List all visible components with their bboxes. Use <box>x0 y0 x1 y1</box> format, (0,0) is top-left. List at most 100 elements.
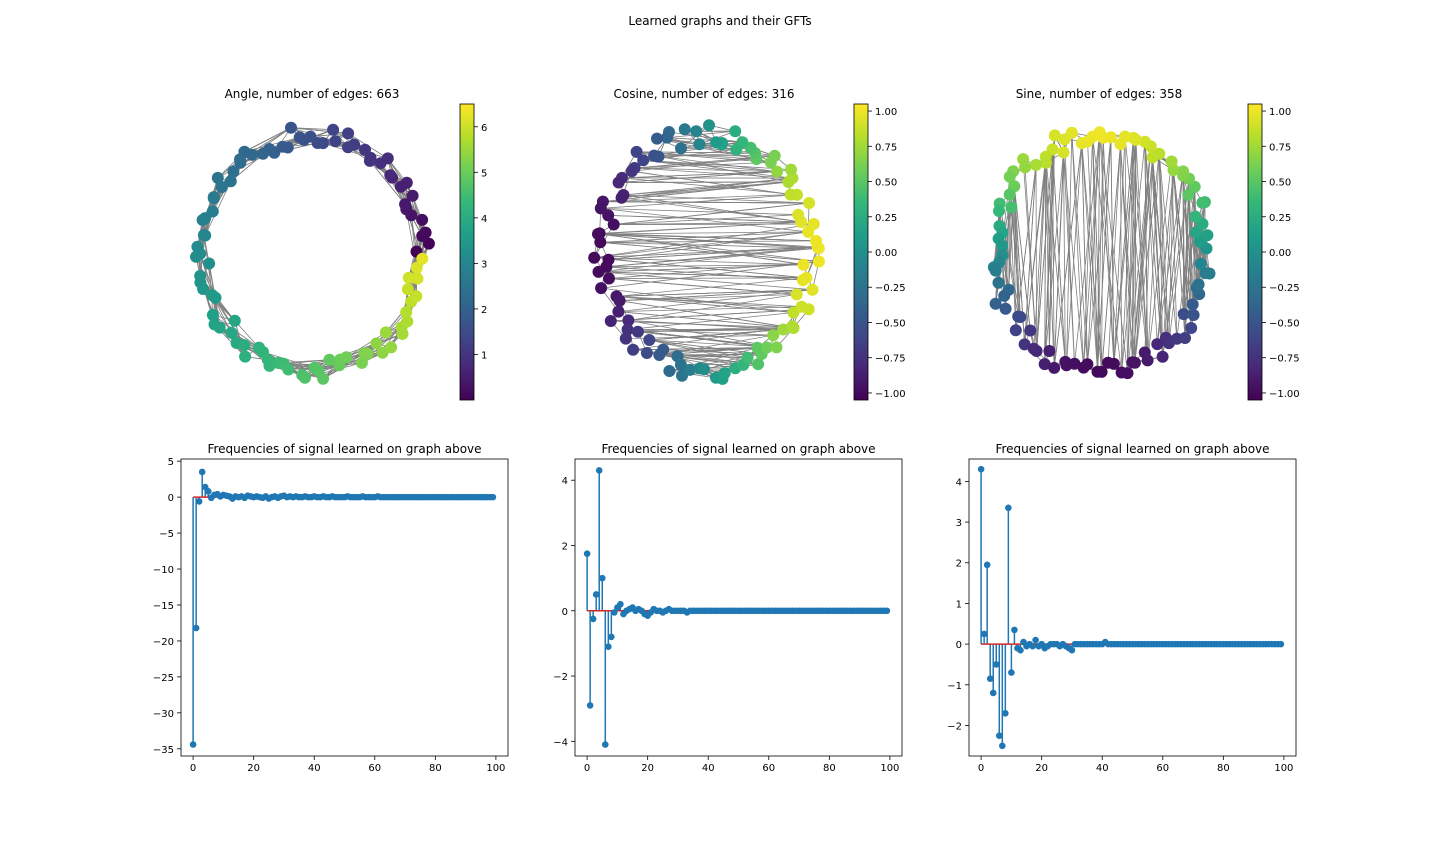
graph-node <box>1048 129 1061 142</box>
graph-node <box>683 363 696 376</box>
graph-edge <box>598 271 813 291</box>
y-tick-label: 3 <box>956 518 962 529</box>
graph-node <box>807 218 820 230</box>
graph-node <box>612 176 625 189</box>
graph-node <box>209 291 222 304</box>
graph-edge <box>613 202 810 225</box>
graph-node <box>603 272 615 285</box>
graph-node <box>282 363 295 376</box>
graph-node <box>657 343 670 356</box>
stem-marker <box>192 624 200 632</box>
graph-node <box>234 156 247 169</box>
graph-node <box>416 252 429 265</box>
graph-node <box>770 341 783 354</box>
graph-node <box>213 321 226 334</box>
graph-edge <box>602 181 789 202</box>
graph-node <box>640 347 653 359</box>
graph-edge <box>234 320 260 348</box>
graph-edge <box>1132 146 1152 363</box>
colorbar-tick-label: 0.00 <box>875 248 897 259</box>
graph-node <box>784 188 797 201</box>
graph-node <box>276 140 289 153</box>
graph-edge <box>597 233 819 249</box>
graph-node <box>1057 146 1070 159</box>
graph-node <box>1138 135 1151 148</box>
colorbar-tick-label: 1.00 <box>875 107 897 118</box>
stem-marker <box>989 689 997 697</box>
x-tick-label: 0 <box>584 763 590 774</box>
graph-nodes <box>190 121 435 385</box>
graph-edge <box>1171 161 1192 329</box>
graph-edge <box>1045 162 1055 368</box>
graph-node <box>410 261 423 274</box>
graph-edge <box>621 177 798 196</box>
y-tick-label: 2 <box>956 559 962 570</box>
graph-edge <box>1158 153 1178 339</box>
graph-edge <box>1101 144 1121 372</box>
graph-node <box>203 257 216 270</box>
graph-node <box>238 339 251 352</box>
graph-node <box>792 208 805 221</box>
graph-edge <box>1162 169 1174 357</box>
graph-node <box>631 325 644 338</box>
graph-edge <box>1120 144 1133 363</box>
colorbar-gradient <box>853 103 869 401</box>
graph-node <box>1095 365 1108 378</box>
graph-edge <box>1158 153 1170 344</box>
graph-node <box>1009 324 1022 337</box>
graph-edge <box>616 289 813 297</box>
graph-edge <box>1147 153 1160 361</box>
graph-edge <box>623 177 793 196</box>
graph-node <box>800 271 813 284</box>
graph-node <box>703 119 715 132</box>
y-tick-label: −20 <box>153 637 174 648</box>
graph-edge <box>627 329 774 336</box>
stem-marker <box>592 591 600 598</box>
graph-node <box>374 157 387 170</box>
graph-node <box>1190 226 1202 239</box>
y-tick-label: −10 <box>153 565 174 576</box>
graph-node <box>595 282 608 295</box>
y-tick-label: 2 <box>562 541 568 552</box>
graph-node <box>1003 170 1016 183</box>
graph-panel-2: Cosine, number of edges: 316 −1.00 −0.75 −0… <box>588 87 906 401</box>
graph-node <box>1196 196 1209 209</box>
colorbar-tick-label: −0.25 <box>1269 283 1300 294</box>
graph-node <box>406 189 419 202</box>
colorbar-tick-label: −0.75 <box>1269 354 1300 365</box>
graph-node <box>767 329 780 342</box>
graph-edge <box>1044 162 1047 365</box>
graph-edge <box>1134 157 1153 363</box>
graph-node <box>1030 158 1042 171</box>
graph-edge <box>594 231 809 259</box>
graph-nodes <box>588 119 825 385</box>
graph-edge <box>643 159 778 172</box>
graph-edge <box>1101 137 1104 372</box>
x-tick-label: 40 <box>702 763 715 774</box>
graph-node <box>227 165 240 178</box>
graph-node <box>225 326 238 339</box>
graph-edge <box>1053 139 1065 368</box>
graph-node <box>1018 338 1031 351</box>
colorbar: 1 2 3 4 5 6 <box>459 103 487 401</box>
graph-node <box>678 123 691 136</box>
stem-marker <box>198 468 206 476</box>
graph-node <box>1194 257 1207 270</box>
graph-node <box>1159 331 1172 344</box>
graph-edge <box>1120 144 1122 373</box>
graph-edge <box>601 287 794 313</box>
graph-node <box>402 271 415 284</box>
graph-node <box>989 297 1002 310</box>
graph-edge <box>1052 149 1066 362</box>
graph-node <box>674 358 687 371</box>
graph-node <box>340 351 353 364</box>
graph-node <box>197 229 210 241</box>
y-tick-label: 0 <box>562 607 568 618</box>
graph-node <box>1048 361 1061 374</box>
graph-node <box>613 294 626 307</box>
graph-edge <box>1071 132 1088 365</box>
graph-node <box>257 147 269 160</box>
stem-marker <box>983 561 991 569</box>
graph-edge <box>618 171 778 183</box>
stem-marker <box>999 742 1006 750</box>
